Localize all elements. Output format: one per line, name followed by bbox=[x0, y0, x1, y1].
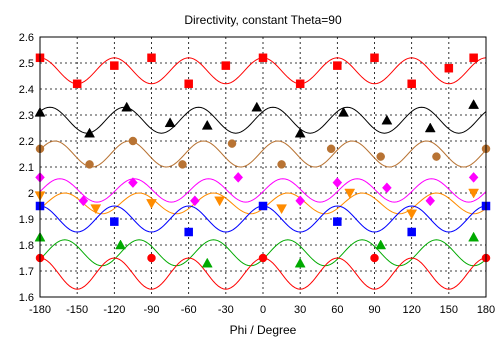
x-tick-label: 0 bbox=[260, 304, 266, 316]
series-5-point bbox=[214, 196, 226, 207]
series-2-point bbox=[424, 122, 436, 133]
series-1-point bbox=[370, 53, 379, 63]
series-1-point bbox=[333, 61, 342, 70]
series-2-point bbox=[164, 117, 176, 128]
series-2-point bbox=[84, 127, 95, 138]
series-4-line bbox=[39, 178, 487, 203]
series-3-line bbox=[39, 140, 487, 168]
x-tick-label: -90 bbox=[144, 304, 160, 316]
series-2-point bbox=[251, 101, 263, 112]
series-4-point bbox=[468, 172, 479, 183]
y-tick-labels: 1.6 1.7 1.8 1.9 2 2.1 2.2 2.3 2.4 2.5 2.6 bbox=[19, 32, 34, 304]
series-7-point bbox=[201, 257, 213, 268]
series-1-point bbox=[110, 61, 119, 70]
y-tick-label: 2.1 bbox=[19, 162, 34, 174]
series-2-point bbox=[294, 127, 306, 138]
series-6-point bbox=[407, 227, 416, 237]
series-3-point bbox=[432, 152, 441, 161]
x-tick-label: 120 bbox=[402, 304, 420, 316]
series-6-point bbox=[184, 227, 193, 237]
series-4-point bbox=[295, 195, 306, 207]
series-2-point bbox=[338, 106, 349, 117]
x-tick-label: -120 bbox=[103, 304, 125, 316]
series-4-point bbox=[332, 177, 343, 188]
x-tick-label: 150 bbox=[440, 304, 458, 316]
y-tick-label: 1.6 bbox=[19, 292, 34, 304]
x-tick-labels: -180 -150 -120 -90 -60 -30 0 30 60 90 120 150 180 bbox=[29, 304, 495, 316]
series-4-point bbox=[78, 195, 89, 207]
x-tick-label: 60 bbox=[331, 304, 343, 316]
series-4-point bbox=[233, 172, 244, 183]
series-5-point bbox=[468, 188, 480, 199]
series-3-point bbox=[326, 144, 336, 154]
y-tick-label: 2.3 bbox=[19, 110, 34, 122]
series-5-point bbox=[406, 209, 418, 220]
series-1-point bbox=[258, 53, 268, 63]
series-1-point bbox=[221, 61, 231, 70]
series-1-point bbox=[444, 63, 454, 73]
x-axis-label: Phi / Degree bbox=[230, 323, 297, 337]
series-5-point bbox=[146, 199, 157, 209]
series-5-point bbox=[90, 204, 102, 215]
series-1-point bbox=[469, 53, 478, 63]
y-tick-label: 1.8 bbox=[19, 240, 34, 252]
series-5-point bbox=[344, 188, 356, 199]
series-5-point bbox=[276, 204, 288, 215]
series-8-point bbox=[258, 253, 268, 263]
series-7-point bbox=[115, 239, 126, 250]
series-4-point bbox=[382, 182, 392, 194]
series-8-point bbox=[370, 253, 379, 263]
y-tick-label: 2.2 bbox=[19, 136, 34, 148]
x-tick-label: 30 bbox=[294, 304, 306, 316]
series-7-point bbox=[294, 257, 306, 268]
series-4-point bbox=[425, 195, 436, 207]
y-tick-label: 2.4 bbox=[19, 84, 34, 96]
series-7-point bbox=[468, 231, 480, 242]
x-tick-label: -150 bbox=[66, 304, 88, 316]
series-3-point bbox=[128, 136, 138, 146]
x-tick-label: 90 bbox=[368, 304, 380, 316]
y-tick-label: 2.6 bbox=[19, 32, 34, 44]
x-tick-label: -180 bbox=[29, 304, 51, 316]
series-6-point bbox=[258, 201, 268, 211]
series-1-point bbox=[295, 79, 305, 89]
y-tick-label: 1.7 bbox=[19, 266, 34, 278]
x-tick-label: -60 bbox=[181, 304, 197, 316]
series-3-point bbox=[376, 152, 385, 161]
series-2-point bbox=[468, 99, 480, 109]
series-markers bbox=[34, 53, 491, 268]
y-tick-label: 1.9 bbox=[19, 214, 34, 226]
series-1-point bbox=[72, 79, 82, 89]
plot-frame bbox=[39, 36, 487, 298]
y-tick-label: 2.5 bbox=[19, 58, 34, 70]
series-3-point bbox=[277, 160, 286, 169]
series-2-point bbox=[121, 101, 133, 112]
series-4-point bbox=[190, 195, 200, 207]
series-1-point bbox=[147, 53, 156, 63]
series-3-point bbox=[178, 160, 187, 169]
series-8-point bbox=[147, 253, 156, 263]
series-1-point bbox=[184, 79, 193, 89]
series-3-point bbox=[227, 139, 237, 148]
series-curves bbox=[39, 57, 487, 290]
series-6-point bbox=[333, 217, 342, 226]
x-tick-label: 180 bbox=[477, 304, 495, 316]
x-tick-label: -30 bbox=[218, 304, 234, 316]
grid-lines bbox=[40, 37, 486, 297]
series-4-point bbox=[128, 177, 138, 188]
series-6-point bbox=[110, 217, 119, 226]
series-2-line bbox=[39, 106, 487, 134]
series-2-point bbox=[381, 114, 393, 125]
y-tick-label: 2 bbox=[28, 188, 34, 200]
series-3-point bbox=[85, 160, 94, 169]
series-1-point bbox=[407, 79, 416, 89]
series-2-point bbox=[201, 119, 213, 130]
chart-title: Directivity, constant Theta=90 bbox=[184, 13, 342, 27]
series-7-point bbox=[375, 239, 387, 250]
